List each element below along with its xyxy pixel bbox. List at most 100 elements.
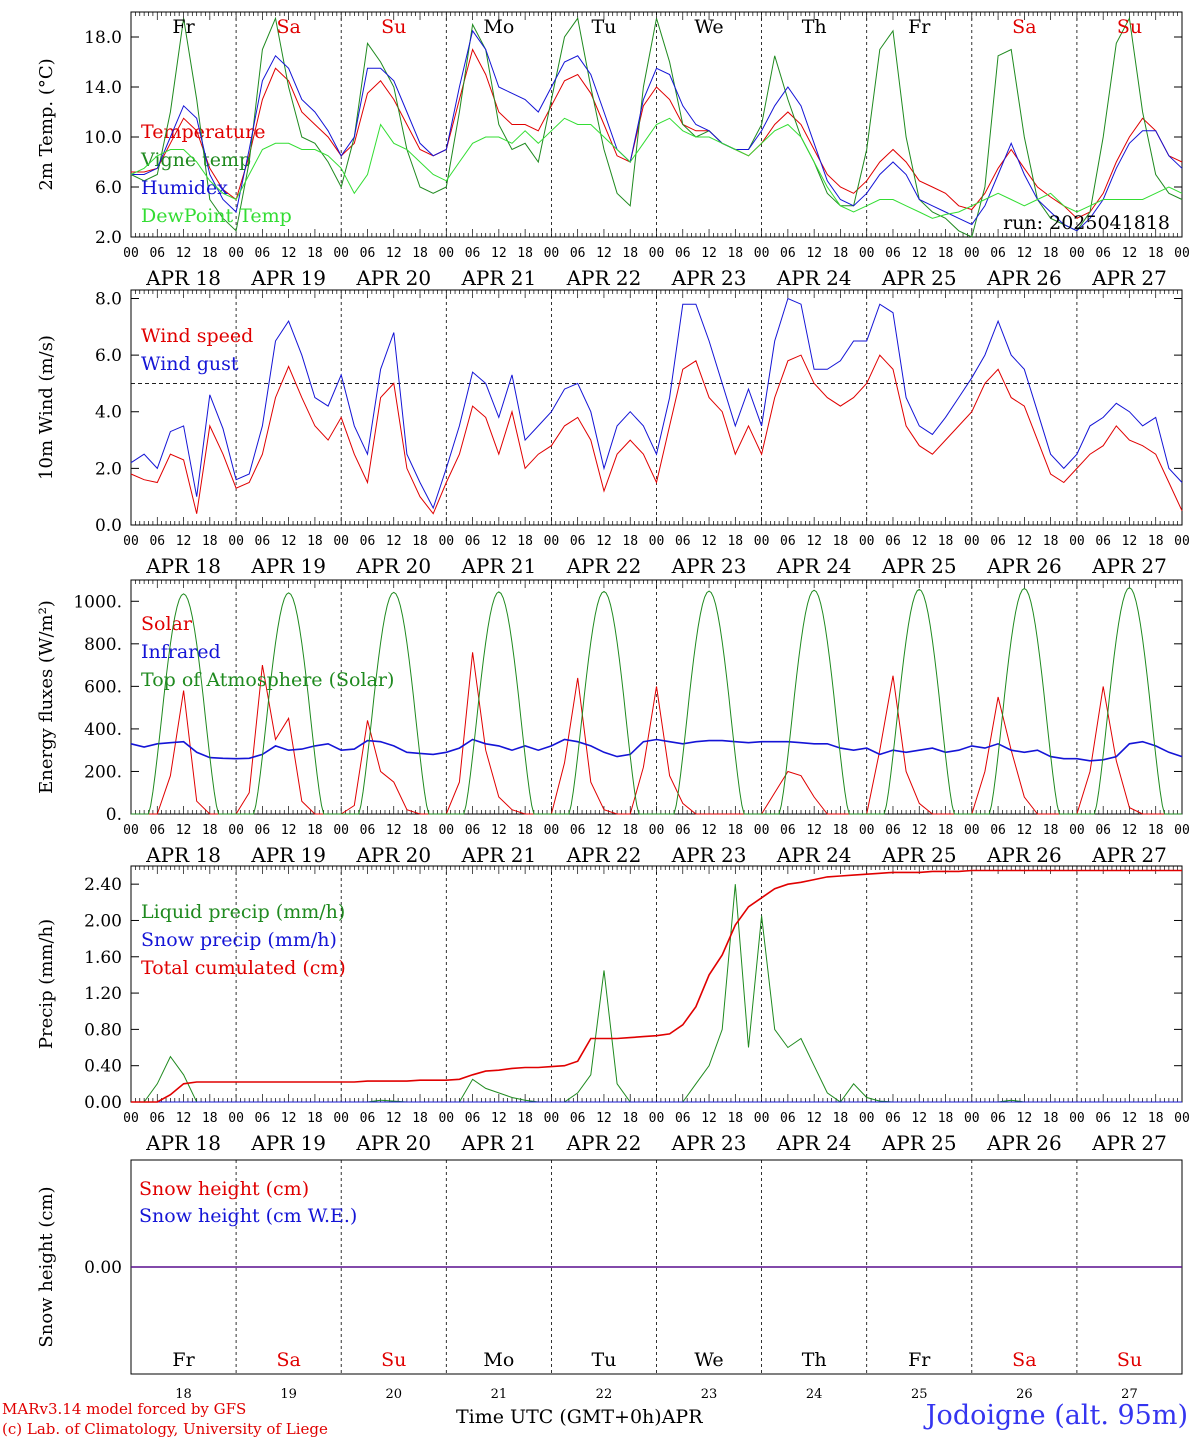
hour-tick-label: 06 — [885, 246, 901, 261]
weekday-label: Fr — [172, 1349, 195, 1371]
hour-tick-label: 06 — [675, 246, 691, 261]
hour-tick-label: 18 — [1148, 534, 1164, 549]
weekday-label: Su — [381, 16, 406, 38]
hour-tick-label: 12 — [806, 246, 822, 261]
weekday-label: Sa — [276, 1349, 300, 1371]
day-label: APR 23 — [671, 554, 747, 578]
hour-tick-label: 18 — [833, 534, 849, 549]
weekday-label: We — [694, 16, 723, 38]
hour-tick-label: 12 — [806, 1111, 822, 1126]
hour-tick-label: 12 — [491, 534, 507, 549]
weekday-label: We — [694, 1349, 723, 1371]
y-tick-label: 200. — [84, 762, 122, 782]
hour-tick-label: 12 — [806, 534, 822, 549]
y-axis-label: 10m Wind (m/s) — [36, 335, 57, 480]
day-number-label: 24 — [806, 1387, 823, 1400]
day-label: APR 23 — [671, 266, 747, 290]
y-tick-label: 2.00 — [84, 911, 122, 931]
hour-tick-label: 18 — [202, 246, 218, 261]
hour-tick-label: 12 — [281, 534, 297, 549]
hour-tick-label: 18 — [412, 246, 428, 261]
hour-tick-label: 00 — [544, 1111, 560, 1126]
hour-tick-label: 18 — [727, 534, 743, 549]
hour-tick-label: 06 — [255, 246, 271, 261]
legend-entry: Infrared — [141, 641, 221, 663]
weekday-label: Sa — [1012, 1349, 1036, 1371]
hour-tick-label: 00 — [1174, 1111, 1190, 1126]
hour-tick-label: 00 — [438, 1111, 454, 1126]
hour-tick-label: 12 — [1122, 823, 1138, 838]
hour-tick-label: 12 — [911, 1111, 927, 1126]
hour-tick-label: 06 — [885, 534, 901, 549]
y-tick-label: 14.0 — [84, 78, 122, 98]
day-label: APR 20 — [355, 554, 431, 578]
series-humidex — [131, 29, 1183, 232]
hour-tick-label: 00 — [859, 534, 875, 549]
hour-tick-label: 12 — [1122, 1111, 1138, 1126]
hour-tick-label: 00 — [333, 823, 349, 838]
day-label: APR 19 — [250, 1131, 326, 1155]
hour-tick-label: 12 — [386, 823, 402, 838]
hour-tick-label: 00 — [123, 534, 139, 549]
hour-tick-label: 18 — [412, 823, 428, 838]
legend-entry: Wind gust — [141, 353, 239, 375]
weekday-label: Sa — [1012, 16, 1036, 38]
credit-line-2: (c) Lab. of Climatology, University of L… — [2, 1420, 328, 1438]
day-label: APR 18 — [145, 554, 221, 578]
series-total-cumulated-cm — [131, 869, 1182, 1103]
hour-tick-label: 12 — [176, 1111, 192, 1126]
hour-tick-label: 00 — [859, 823, 875, 838]
hour-tick-label: 18 — [202, 534, 218, 549]
day-label: APR 25 — [881, 843, 957, 867]
legend-entry: Wind speed — [141, 325, 253, 347]
y-tick-label: 4.0 — [95, 403, 122, 423]
hour-tick-label: 12 — [596, 534, 612, 549]
y-tick-label: 600. — [84, 677, 122, 697]
day-label: APR 20 — [355, 1131, 431, 1155]
hour-tick-label: 06 — [255, 534, 271, 549]
hour-tick-label: 18 — [1043, 1111, 1059, 1126]
day-label: APR 20 — [355, 266, 431, 290]
hour-tick-label: 18 — [517, 823, 533, 838]
day-label: APR 18 — [145, 266, 221, 290]
hour-tick-label: 06 — [780, 1111, 796, 1126]
day-number-label: 19 — [280, 1387, 297, 1400]
hour-tick-label: 06 — [360, 1111, 376, 1126]
hour-tick-label: 00 — [438, 246, 454, 261]
hour-tick-label: 00 — [438, 823, 454, 838]
day-label: APR 22 — [566, 554, 642, 578]
hour-tick-label: 00 — [1174, 246, 1190, 261]
hour-tick-label: 18 — [517, 246, 533, 261]
hour-tick-label: 12 — [701, 823, 717, 838]
hour-tick-label: 12 — [281, 246, 297, 261]
day-label: APR 27 — [1091, 554, 1167, 578]
day-number-label: 22 — [596, 1387, 613, 1400]
hour-tick-label: 12 — [491, 823, 507, 838]
hour-tick-label: 18 — [938, 246, 954, 261]
panel-5: 0.00 Snow height (cm) Snow height (cm) Snow… — [36, 1159, 1183, 1400]
hour-tick-label: 06 — [885, 823, 901, 838]
hour-tick-label: 12 — [281, 823, 297, 838]
hour-tick-label: 06 — [1095, 1111, 1111, 1126]
hour-tick-label: 12 — [176, 246, 192, 261]
day-number-label: 25 — [911, 1387, 928, 1400]
hour-tick-label: 12 — [596, 1111, 612, 1126]
hour-tick-label: 00 — [649, 1111, 665, 1126]
hour-tick-label: 12 — [281, 1111, 297, 1126]
hour-tick-label: 18 — [412, 534, 428, 549]
day-number-label: 18 — [175, 1387, 192, 1400]
hour-tick-label: 06 — [675, 823, 691, 838]
hour-tick-label: 00 — [649, 534, 665, 549]
hour-tick-label: 06 — [990, 1111, 1006, 1126]
hour-tick-label: 06 — [255, 823, 271, 838]
day-label: APR 18 — [145, 843, 221, 867]
hour-tick-label: 06 — [465, 534, 481, 549]
hour-tick-label: 12 — [176, 823, 192, 838]
hour-tick-label: 18 — [938, 534, 954, 549]
hour-tick-label: 00 — [754, 246, 770, 261]
hour-tick-label: 06 — [360, 534, 376, 549]
hour-tick-label: 18 — [833, 823, 849, 838]
hour-tick-label: 00 — [544, 823, 560, 838]
hour-tick-label: 06 — [465, 823, 481, 838]
y-tick-label: 0.00 — [84, 1093, 122, 1113]
